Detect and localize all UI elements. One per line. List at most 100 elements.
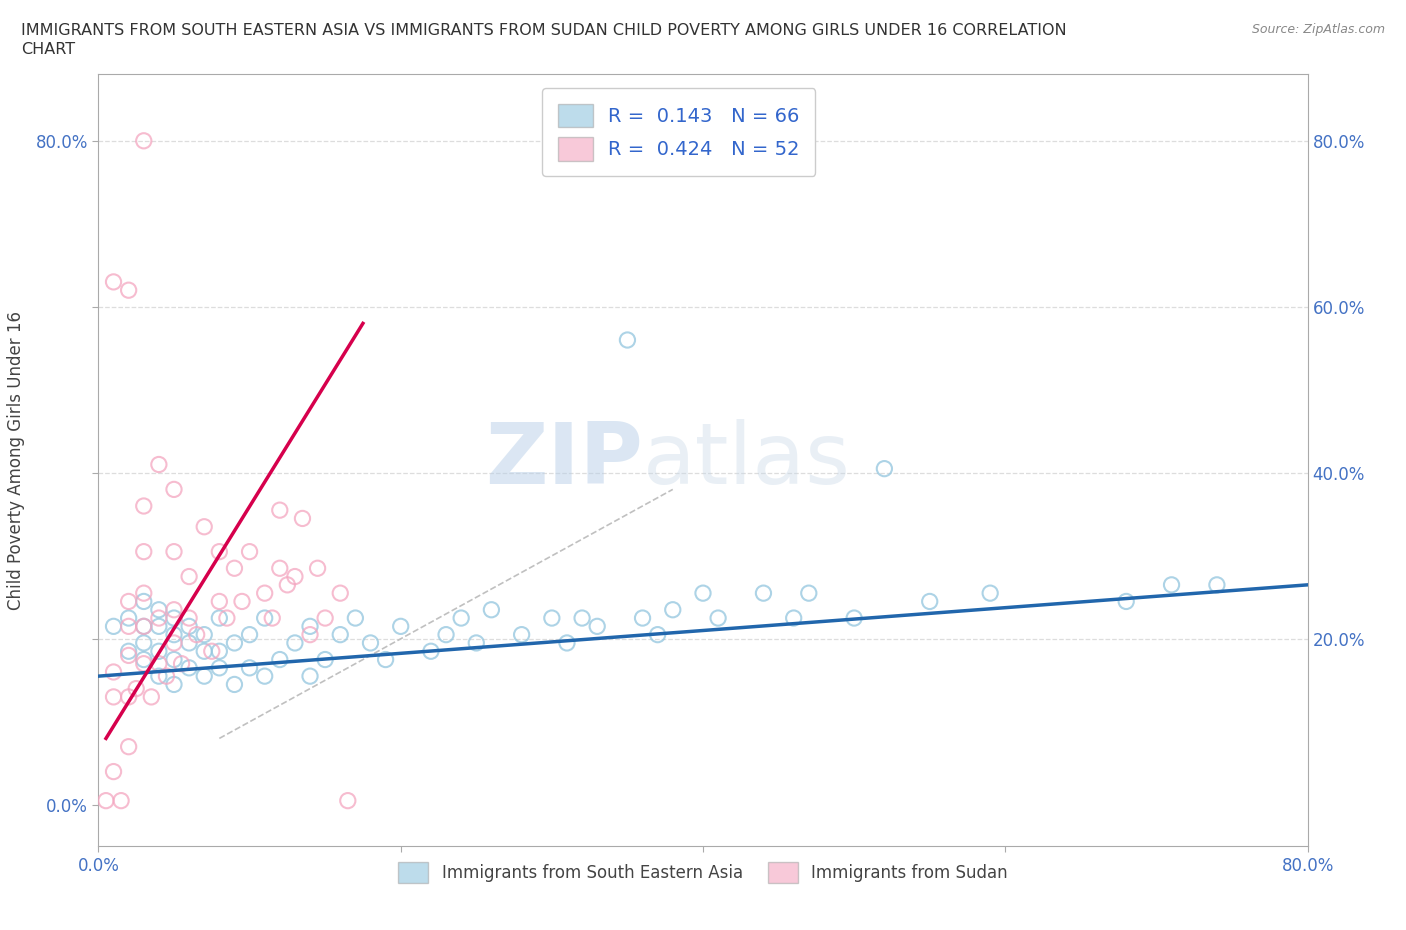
Point bbox=[215, 611, 238, 626]
Y-axis label: Child Poverty Among Girls Under 16: Child Poverty Among Girls Under 16 bbox=[7, 311, 24, 610]
Point bbox=[148, 457, 170, 472]
Point bbox=[434, 627, 457, 642]
Point bbox=[132, 635, 155, 650]
Point bbox=[291, 511, 314, 525]
Point bbox=[284, 635, 307, 650]
Point bbox=[125, 681, 148, 696]
Point bbox=[1206, 578, 1229, 592]
Point bbox=[299, 669, 322, 684]
Point bbox=[231, 594, 253, 609]
Point bbox=[329, 627, 352, 642]
Point bbox=[132, 498, 155, 513]
Point bbox=[374, 652, 396, 667]
Point bbox=[148, 611, 170, 626]
Point bbox=[179, 635, 201, 650]
Point bbox=[540, 611, 562, 626]
Point bbox=[510, 627, 533, 642]
Point bbox=[94, 793, 117, 808]
Point bbox=[276, 578, 298, 592]
Point bbox=[1115, 594, 1137, 609]
Point bbox=[344, 611, 367, 626]
Point bbox=[224, 561, 246, 576]
Point bbox=[110, 793, 132, 808]
Point bbox=[163, 677, 186, 692]
Point bbox=[118, 611, 141, 626]
Point bbox=[155, 669, 177, 684]
Point bbox=[148, 669, 170, 684]
Point bbox=[571, 611, 593, 626]
Point bbox=[118, 618, 141, 633]
Point bbox=[307, 561, 329, 576]
Legend: Immigrants from South Eastern Asia, Immigrants from Sudan: Immigrants from South Eastern Asia, Immi… bbox=[385, 849, 1021, 896]
Point bbox=[616, 333, 638, 348]
Text: ZIP: ZIP bbox=[485, 418, 643, 502]
Point bbox=[163, 635, 186, 650]
Point bbox=[450, 611, 472, 626]
Point bbox=[170, 657, 193, 671]
Point bbox=[208, 660, 231, 675]
Point bbox=[208, 544, 231, 559]
Text: IMMIGRANTS FROM SOUTH EASTERN ASIA VS IMMIGRANTS FROM SUDAN CHILD POVERTY AMONG : IMMIGRANTS FROM SOUTH EASTERN ASIA VS IM… bbox=[21, 23, 1067, 38]
Point bbox=[465, 635, 488, 650]
Point bbox=[118, 689, 141, 704]
Point bbox=[661, 603, 683, 618]
Point bbox=[389, 618, 412, 633]
Point bbox=[118, 644, 141, 658]
Point bbox=[586, 618, 609, 633]
Point bbox=[132, 618, 155, 633]
Point bbox=[262, 611, 284, 626]
Point bbox=[179, 569, 201, 584]
Point bbox=[148, 644, 170, 658]
Point bbox=[163, 544, 186, 559]
Point bbox=[103, 665, 125, 680]
Point bbox=[1160, 578, 1182, 592]
Point bbox=[844, 611, 866, 626]
Point bbox=[141, 689, 163, 704]
Point bbox=[631, 611, 654, 626]
Point bbox=[163, 652, 186, 667]
Point bbox=[148, 603, 170, 618]
Point bbox=[132, 133, 155, 148]
Point bbox=[208, 594, 231, 609]
Point bbox=[103, 274, 125, 289]
Point bbox=[118, 648, 141, 663]
Point bbox=[420, 644, 443, 658]
Point bbox=[148, 657, 170, 671]
Text: Source: ZipAtlas.com: Source: ZipAtlas.com bbox=[1251, 23, 1385, 36]
Text: CHART: CHART bbox=[21, 42, 75, 57]
Point bbox=[269, 652, 291, 667]
Point bbox=[224, 635, 246, 650]
Point bbox=[647, 627, 669, 642]
Point bbox=[253, 586, 276, 601]
Point bbox=[186, 627, 208, 642]
Point bbox=[269, 503, 291, 518]
Point bbox=[239, 544, 262, 559]
Point bbox=[118, 283, 141, 298]
Point bbox=[193, 627, 215, 642]
Point bbox=[132, 657, 155, 671]
Point bbox=[118, 594, 141, 609]
Point bbox=[336, 793, 359, 808]
Point bbox=[692, 586, 714, 601]
Point bbox=[269, 561, 291, 576]
Point bbox=[239, 627, 262, 642]
Point bbox=[314, 611, 336, 626]
Point bbox=[179, 611, 201, 626]
Point bbox=[163, 627, 186, 642]
Point bbox=[132, 652, 155, 667]
Point bbox=[918, 594, 941, 609]
Point bbox=[132, 594, 155, 609]
Point bbox=[193, 644, 215, 658]
Point bbox=[132, 618, 155, 633]
Point bbox=[752, 586, 775, 601]
Point bbox=[103, 689, 125, 704]
Point bbox=[132, 586, 155, 601]
Point bbox=[360, 635, 382, 650]
Point bbox=[299, 618, 322, 633]
Point bbox=[193, 669, 215, 684]
Point bbox=[208, 611, 231, 626]
Point bbox=[208, 644, 231, 658]
Point bbox=[163, 603, 186, 618]
Point bbox=[118, 739, 141, 754]
Text: atlas: atlas bbox=[643, 418, 851, 502]
